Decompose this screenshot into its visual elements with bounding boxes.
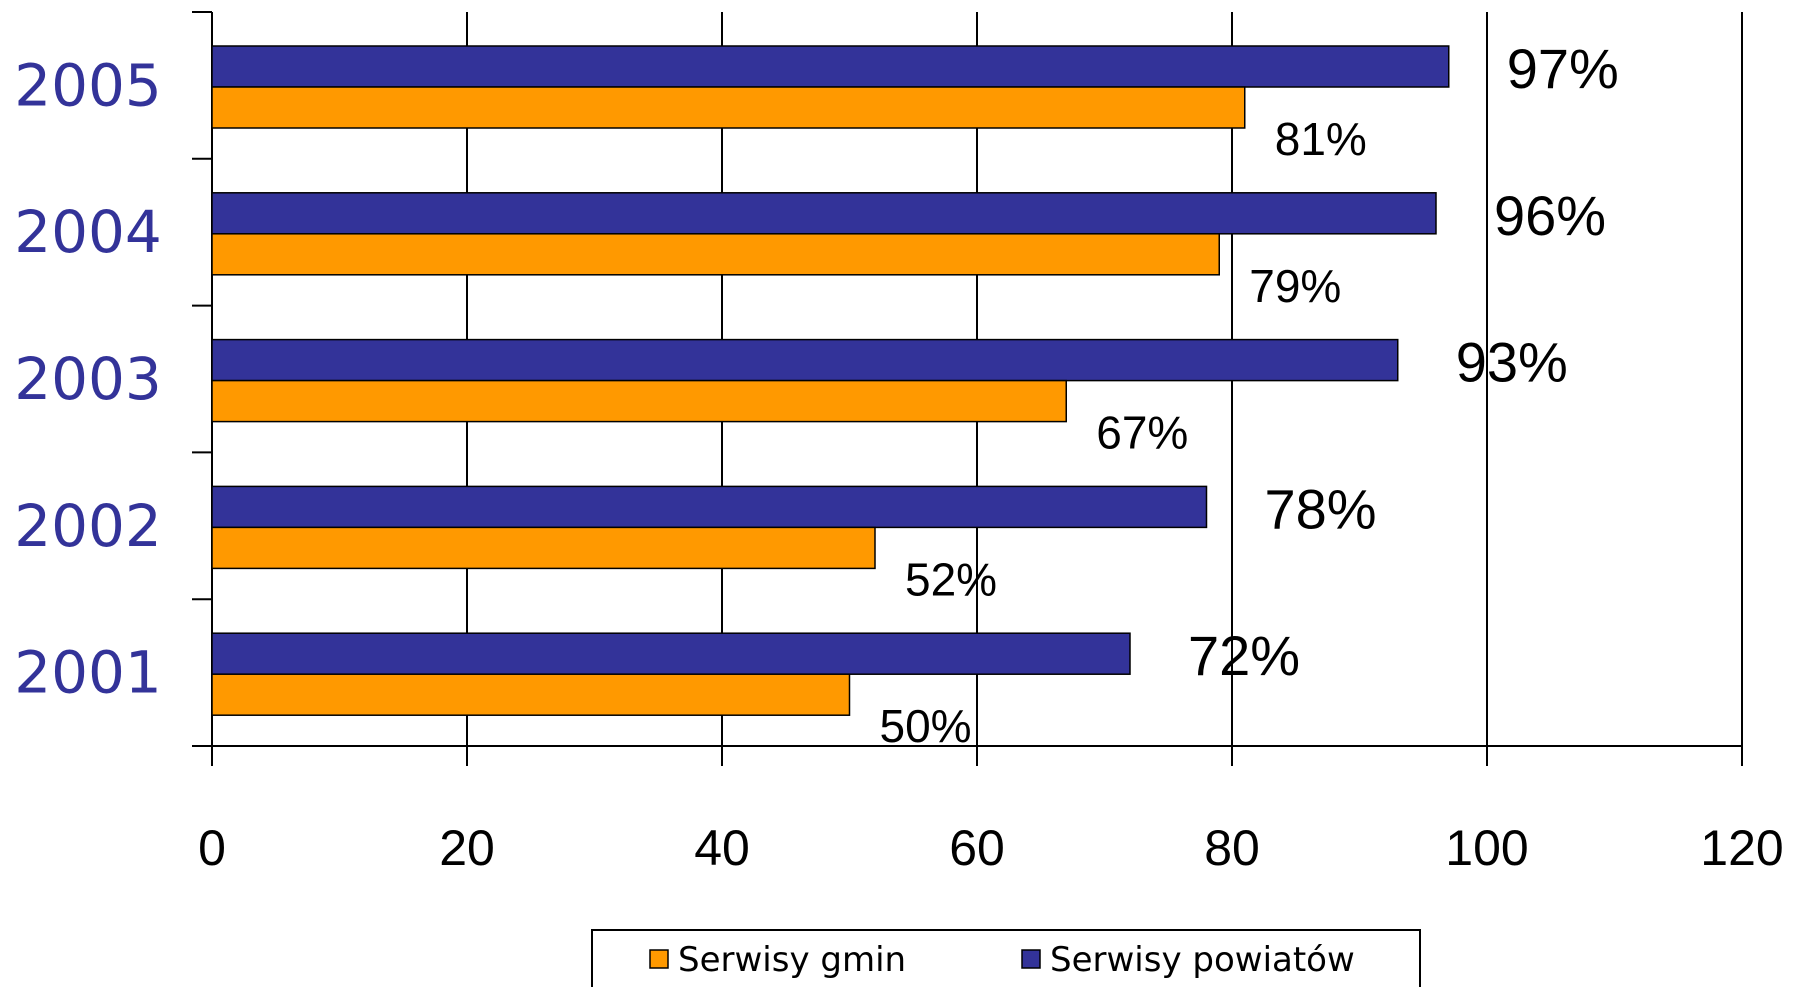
- data-label: 67%: [1096, 407, 1188, 459]
- bar: [211, 86, 1246, 129]
- data-label: 78%: [1265, 477, 1377, 540]
- bar: [211, 379, 1067, 423]
- bar: [211, 45, 1450, 88]
- x-tick-label: 20: [439, 820, 495, 876]
- x-tick-label: 120: [1700, 820, 1783, 876]
- data-label: 81%: [1275, 113, 1367, 165]
- data-label: 50%: [880, 700, 972, 752]
- data-label: 79%: [1249, 260, 1341, 312]
- data-label: 72%: [1188, 624, 1300, 687]
- category-labels: 2005 2004 2003 2002 2001: [14, 51, 162, 706]
- data-label: 96%: [1494, 184, 1606, 247]
- bar: [211, 632, 1131, 675]
- legend-label: Serwisy gmin: [678, 940, 906, 980]
- bar: [211, 673, 851, 716]
- x-tick-label: 80: [1204, 820, 1260, 876]
- data-label: 97%: [1507, 37, 1619, 100]
- bar: [211, 526, 876, 570]
- bars: [211, 45, 1450, 716]
- data-label: 52%: [905, 553, 997, 605]
- legend-label: Serwisy powiatów: [1050, 940, 1355, 980]
- bar: [211, 338, 1399, 382]
- category-label: 2002: [14, 492, 162, 560]
- data-labels: 97% 81% 96% 79% 93% 67% 78% 52% 72% 50%: [880, 37, 1619, 752]
- category-label: 2005: [14, 51, 162, 119]
- legend-swatch: [1021, 949, 1041, 969]
- legend-swatch: [649, 949, 669, 969]
- x-tick-labels: 0 20 40 60 80 100 120: [198, 820, 1784, 876]
- x-tick-label: 100: [1445, 820, 1528, 876]
- x-tick-label: 40: [694, 820, 750, 876]
- x-tick-label: 60: [949, 820, 1005, 876]
- bar: [211, 192, 1437, 235]
- bar: [211, 233, 1220, 276]
- x-tick-label: 0: [198, 820, 226, 876]
- category-label: 2001: [14, 639, 162, 707]
- category-label: 2003: [14, 345, 162, 413]
- category-label: 2004: [14, 198, 162, 266]
- legend: Serwisy gmin Serwisy powiatów: [591, 929, 1421, 987]
- bar: [211, 485, 1208, 529]
- legend-box: [591, 929, 1421, 987]
- data-label: 93%: [1456, 331, 1568, 394]
